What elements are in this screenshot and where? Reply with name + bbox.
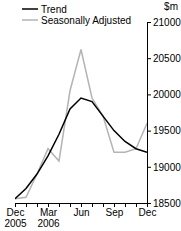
y-tick-label: 18500: [153, 198, 181, 209]
x-tick-mark: [70, 203, 71, 207]
legend-swatch: [22, 8, 38, 10]
y-tick: 20500: [147, 53, 181, 64]
x-tick-label: Dec: [139, 207, 157, 218]
y-tick-mark: [147, 22, 151, 23]
y-tick-label: 20500: [153, 53, 181, 64]
x-tick-label: Sep: [106, 207, 124, 218]
x-tick-label: Dec2005: [4, 207, 27, 229]
x-tick-mark: [125, 203, 126, 207]
legend-label: Trend: [41, 4, 67, 15]
x-tick: Mar2006: [37, 203, 60, 229]
y-tick: 21000: [147, 17, 181, 28]
y-tick-label: 19000: [153, 162, 181, 173]
x-tick: [37, 203, 38, 207]
legend-swatch: [22, 19, 38, 21]
x-tick: Dec2005: [4, 203, 27, 229]
x-tick: [59, 203, 60, 207]
y-tick-mark: [147, 94, 151, 95]
x-tick: [92, 203, 93, 207]
y-axis: 18500 19000 19500 20000 20500 21000: [147, 17, 181, 209]
series-line: [15, 98, 147, 199]
x-tick: [70, 203, 71, 207]
x-tick-mark: [37, 203, 38, 207]
series-line: [15, 50, 147, 199]
x-tick-mark: [26, 203, 27, 207]
y-tick-label: 19500: [153, 125, 181, 136]
x-axis: Dec2005 Mar2006 Jun Sep Dec: [4, 203, 156, 229]
x-tick-mark: [92, 203, 93, 207]
x-tick: [26, 203, 27, 207]
x-tick-label: Jun: [73, 207, 89, 218]
x-tick: [125, 203, 126, 207]
x-tick: [136, 203, 137, 207]
y-tick-label: 21000: [153, 17, 181, 28]
x-tick-mark: [103, 203, 104, 207]
legend-label: Seasonally Adjusted: [41, 15, 131, 26]
y-axis-line: [148, 23, 152, 204]
plot: [15, 50, 147, 199]
x-tick: Sep: [106, 203, 124, 218]
x-tick-label: Mar2006: [37, 207, 60, 229]
x-tick: Jun: [73, 203, 89, 218]
x-tick-mark: [136, 203, 137, 207]
x-tick: [103, 203, 104, 207]
y-tick-label: 20000: [153, 89, 181, 100]
y-axis-title: $m: [164, 1, 178, 12]
y-tick-mark: [147, 58, 151, 59]
y-tick-mark: [147, 167, 151, 168]
chart: 18500 19000 19500 20000 20500 21000 Dec2005 Mar…: [0, 0, 181, 231]
y-tick: 20000: [147, 89, 181, 100]
x-tick: Dec: [139, 203, 157, 218]
legend: TrendSeasonally Adjusted: [22, 4, 131, 26]
y-tick: 19500: [147, 125, 181, 136]
x-tick-mark: [59, 203, 60, 207]
y-tick-mark: [147, 131, 151, 132]
y-tick: 19000: [147, 162, 181, 173]
